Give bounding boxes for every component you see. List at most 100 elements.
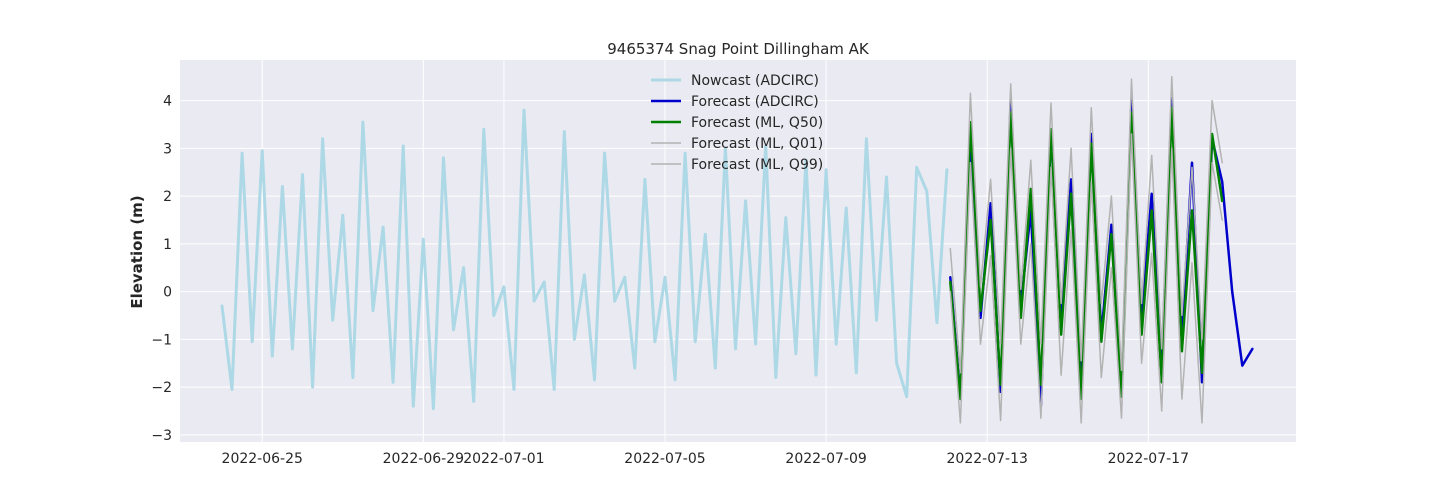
data-point xyxy=(795,353,797,355)
data-point xyxy=(1191,162,1193,164)
data-point xyxy=(1090,107,1092,109)
data-point xyxy=(1000,384,1002,386)
data-point xyxy=(493,314,495,317)
x-tick-label: 2022-07-01 xyxy=(463,451,544,467)
data-point xyxy=(946,169,948,171)
data-point xyxy=(1221,162,1223,164)
data-point xyxy=(1141,362,1143,364)
y-tick-label: −3 xyxy=(151,428,172,444)
data-point xyxy=(1211,100,1213,102)
data-point xyxy=(1120,417,1123,419)
data-point xyxy=(1221,219,1223,221)
data-point xyxy=(644,178,646,180)
data-point xyxy=(990,178,992,180)
data-point xyxy=(704,233,706,235)
legend: Nowcast (ADCIRC) Forecast (ADCIRC) Forecas… xyxy=(651,73,823,173)
data-point xyxy=(855,372,857,374)
data-point xyxy=(724,147,727,149)
data-point xyxy=(291,348,293,350)
legend-label: Forecast (ML, Q99) xyxy=(691,157,823,173)
data-point xyxy=(392,381,394,383)
y-tick-label: −1 xyxy=(151,332,172,348)
data-point xyxy=(241,152,243,154)
data-point xyxy=(221,305,223,307)
data-point xyxy=(1161,348,1163,350)
series-line xyxy=(949,106,1224,401)
data-point xyxy=(1040,343,1042,345)
data-point xyxy=(1060,374,1062,376)
data-point xyxy=(1181,350,1183,352)
legend-label: Forecast (ML, Q50) xyxy=(691,115,823,131)
data-point xyxy=(936,322,938,324)
data-point xyxy=(785,217,787,219)
data-point xyxy=(604,152,606,154)
data-point xyxy=(1110,267,1112,269)
data-point xyxy=(1060,334,1062,336)
series-group xyxy=(220,108,949,411)
data-point xyxy=(352,376,354,379)
data-point xyxy=(805,159,807,161)
y-tick-label: 4 xyxy=(163,94,172,110)
data-point xyxy=(412,405,414,407)
data-point xyxy=(684,152,686,154)
data-point xyxy=(1130,111,1133,114)
data-point xyxy=(281,185,283,188)
data-point xyxy=(1211,133,1213,135)
data-point xyxy=(885,176,888,178)
data-point xyxy=(1090,181,1092,183)
data-point xyxy=(1171,147,1173,149)
data-point xyxy=(979,317,982,319)
data-point xyxy=(1171,107,1173,109)
data-point xyxy=(1221,181,1223,183)
legend-item: Nowcast (ADCIRC) xyxy=(651,73,819,89)
data-point xyxy=(1171,76,1173,78)
data-point xyxy=(1050,166,1052,168)
data-point xyxy=(1181,398,1183,400)
data-point xyxy=(483,128,485,130)
data-point xyxy=(835,343,837,345)
data-point xyxy=(372,310,374,312)
data-point xyxy=(1201,372,1203,374)
data-point xyxy=(1161,381,1163,383)
data-point xyxy=(990,219,992,221)
legend-item: Forecast (ML, Q01) xyxy=(651,136,823,152)
data-point xyxy=(815,374,817,376)
data-point xyxy=(694,341,696,343)
data-point xyxy=(1110,233,1112,235)
x-tick-labels: 2022-06-25 2022-06-29 2022-07-01 2022-07-05… xyxy=(222,451,1189,467)
data-point xyxy=(875,319,878,321)
data-point xyxy=(261,150,263,152)
data-point xyxy=(916,166,918,168)
data-point xyxy=(1211,162,1213,164)
series-group xyxy=(949,133,1223,424)
data-point xyxy=(624,276,626,278)
data-point xyxy=(1030,159,1032,161)
data-point xyxy=(1080,422,1082,424)
data-point xyxy=(1000,343,1002,345)
data-point xyxy=(251,341,253,343)
data-point xyxy=(452,329,455,331)
data-point xyxy=(513,388,515,391)
chart-title: 9465374 Snag Point Dillingham AK xyxy=(607,40,870,58)
data-point xyxy=(865,138,868,140)
data-point xyxy=(959,422,962,424)
series-line xyxy=(949,133,1223,424)
data-point xyxy=(745,200,747,202)
data-point xyxy=(990,255,992,257)
data-point xyxy=(1070,228,1072,231)
data-point xyxy=(543,281,545,283)
y-axis-label: Elevation (m) xyxy=(128,195,146,308)
data-point xyxy=(1141,334,1143,336)
data-point xyxy=(906,396,908,398)
data-point xyxy=(969,162,972,164)
data-point xyxy=(654,341,656,343)
data-point xyxy=(463,267,465,269)
y-tick-label: 0 xyxy=(163,285,172,301)
data-point xyxy=(1120,369,1123,371)
data-point xyxy=(1251,348,1253,350)
data-point xyxy=(1030,188,1032,190)
legend-label: Forecast (ADCIRC) xyxy=(691,94,819,110)
data-point xyxy=(1090,143,1092,145)
legend-label: Forecast (ML, Q01) xyxy=(691,136,823,152)
